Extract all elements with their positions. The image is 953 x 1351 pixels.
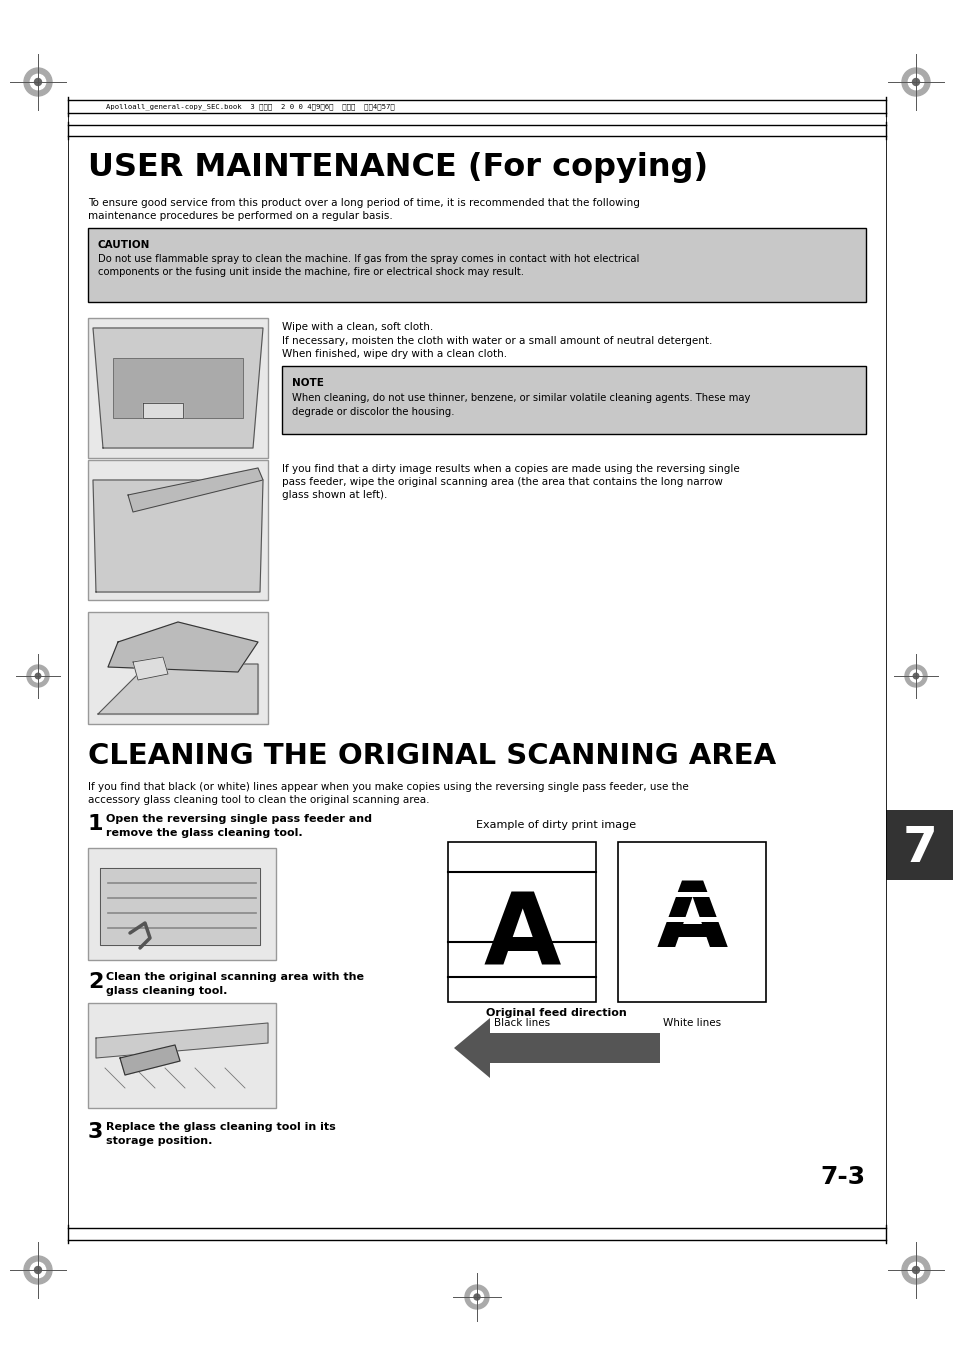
Text: To ensure good service from this product over a long period of time, it is recom: To ensure good service from this product… [88, 199, 639, 208]
Circle shape [30, 74, 46, 89]
Text: A: A [483, 889, 560, 985]
Text: CAUTION: CAUTION [98, 240, 151, 250]
Text: 3: 3 [88, 1121, 103, 1142]
Circle shape [901, 1256, 929, 1283]
Polygon shape [132, 657, 168, 680]
Circle shape [464, 1285, 489, 1309]
Circle shape [912, 673, 918, 678]
Text: USER MAINTENANCE (For copying): USER MAINTENANCE (For copying) [88, 153, 707, 182]
Text: If you find that a dirty image results when a copies are made using the reversin: If you find that a dirty image results w… [282, 463, 739, 474]
Text: If you find that black (or white) lines appear when you make copies using the re: If you find that black (or white) lines … [88, 782, 688, 792]
Text: If necessary, moisten the cloth with water or a small amount of neutral detergen: If necessary, moisten the cloth with wat… [282, 336, 712, 346]
Text: glass shown at left).: glass shown at left). [282, 490, 387, 500]
Text: storage position.: storage position. [106, 1136, 213, 1146]
Bar [88, 228, 865, 303]
Bar [619, 917, 763, 921]
Circle shape [24, 68, 52, 96]
Bar [88, 612, 268, 724]
Text: NOTE: NOTE [292, 378, 323, 388]
Polygon shape [143, 403, 183, 417]
Text: Do not use flammable spray to clean the machine. If gas from the spray comes in : Do not use flammable spray to clean the … [98, 254, 639, 263]
Polygon shape [100, 867, 260, 944]
Bar [88, 317, 268, 458]
Circle shape [474, 1294, 479, 1300]
Bar [885, 811, 953, 880]
Text: When cleaning, do not use thinner, benzene, or similar volatile cleaning agents.: When cleaning, do not use thinner, benze… [292, 393, 750, 403]
Circle shape [24, 1256, 52, 1283]
Circle shape [470, 1290, 483, 1304]
Text: When finished, wipe dry with a clean cloth.: When finished, wipe dry with a clean clo… [282, 349, 507, 359]
Text: A: A [655, 878, 728, 970]
Circle shape [907, 1262, 923, 1278]
Circle shape [34, 1266, 42, 1274]
Polygon shape [108, 621, 257, 671]
Text: degrade or discolor the housing.: degrade or discolor the housing. [292, 407, 454, 417]
Circle shape [911, 1266, 919, 1274]
Text: CLEANING THE ORIGINAL SCANNING AREA: CLEANING THE ORIGINAL SCANNING AREA [88, 742, 776, 770]
Text: glass cleaning tool.: glass cleaning tool. [106, 986, 227, 996]
Bar [619, 892, 763, 897]
Bar [88, 459, 268, 600]
Text: 7: 7 [902, 824, 937, 871]
Polygon shape [92, 328, 263, 449]
Text: 7-3: 7-3 [820, 1165, 865, 1189]
Circle shape [27, 665, 49, 688]
Text: pass feeder, wipe the original scanning area (the area that contains the long na: pass feeder, wipe the original scanning … [282, 477, 722, 486]
Bar [618, 842, 765, 1002]
Polygon shape [92, 480, 263, 592]
Bar [112, 358, 243, 417]
Text: Apolloall_general-copy_SEC.book  3 ページ  2 0 0 4年9月6日  月曜日  午後4時57分: Apolloall_general-copy_SEC.book 3 ページ 2 … [106, 104, 395, 111]
Circle shape [909, 670, 922, 682]
Circle shape [34, 78, 42, 85]
Text: Clean the original scanning area with the: Clean the original scanning area with th… [106, 971, 364, 982]
Circle shape [30, 1262, 46, 1278]
Bar [88, 848, 275, 961]
Text: Open the reversing single pass feeder and: Open the reversing single pass feeder an… [106, 815, 372, 824]
Polygon shape [454, 1019, 490, 1078]
Bar [490, 1034, 659, 1063]
Text: 1: 1 [88, 815, 103, 834]
Polygon shape [128, 467, 263, 512]
Text: Replace the glass cleaning tool in its: Replace the glass cleaning tool in its [106, 1121, 335, 1132]
Text: accessory glass cleaning tool to clean the original scanning area.: accessory glass cleaning tool to clean t… [88, 794, 429, 805]
Polygon shape [120, 1046, 180, 1075]
Bar [88, 1002, 275, 1108]
Text: Original feed direction: Original feed direction [485, 1008, 626, 1019]
Polygon shape [96, 1023, 268, 1058]
Bar [282, 366, 865, 434]
Text: White lines: White lines [662, 1019, 720, 1028]
Text: Example of dirty print image: Example of dirty print image [476, 820, 636, 830]
Circle shape [907, 74, 923, 89]
Text: Wipe with a clean, soft cloth.: Wipe with a clean, soft cloth. [282, 322, 433, 332]
Circle shape [904, 665, 926, 688]
Circle shape [911, 78, 919, 85]
Circle shape [35, 673, 41, 678]
Text: Black lines: Black lines [494, 1019, 550, 1028]
Text: maintenance procedures be performed on a regular basis.: maintenance procedures be performed on a… [88, 211, 393, 222]
Polygon shape [98, 663, 257, 713]
Text: components or the fusing unit inside the machine, fire or electrical shock may r: components or the fusing unit inside the… [98, 267, 523, 277]
Bar [448, 842, 596, 1002]
Circle shape [901, 68, 929, 96]
Bar [619, 947, 763, 952]
Text: remove the glass cleaning tool.: remove the glass cleaning tool. [106, 828, 302, 838]
Circle shape [31, 670, 44, 682]
Text: 2: 2 [88, 971, 103, 992]
